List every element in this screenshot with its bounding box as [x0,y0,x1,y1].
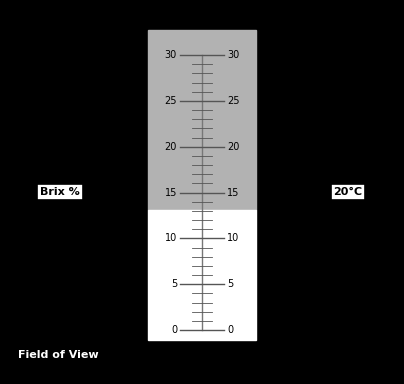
Text: 25: 25 [164,96,177,106]
Text: 0: 0 [171,325,177,335]
Bar [148,30,256,210]
Text: 15: 15 [164,187,177,197]
Text: Brix %: Brix % [40,187,80,197]
Text: 10: 10 [227,233,239,243]
Text: 5: 5 [227,279,233,289]
Text: 0: 0 [227,325,233,335]
Text: 30: 30 [227,50,239,60]
Text: 20: 20 [164,142,177,152]
Text: 10: 10 [165,233,177,243]
Text: 15: 15 [227,187,240,197]
Text: 25: 25 [227,96,240,106]
Text: 30: 30 [165,50,177,60]
Text: 20: 20 [227,142,240,152]
Text: 20°C: 20°C [333,187,362,197]
Text: Field of View: Field of View [18,350,99,360]
Circle shape [17,7,387,377]
Text: 5: 5 [171,279,177,289]
Bar [148,210,256,340]
